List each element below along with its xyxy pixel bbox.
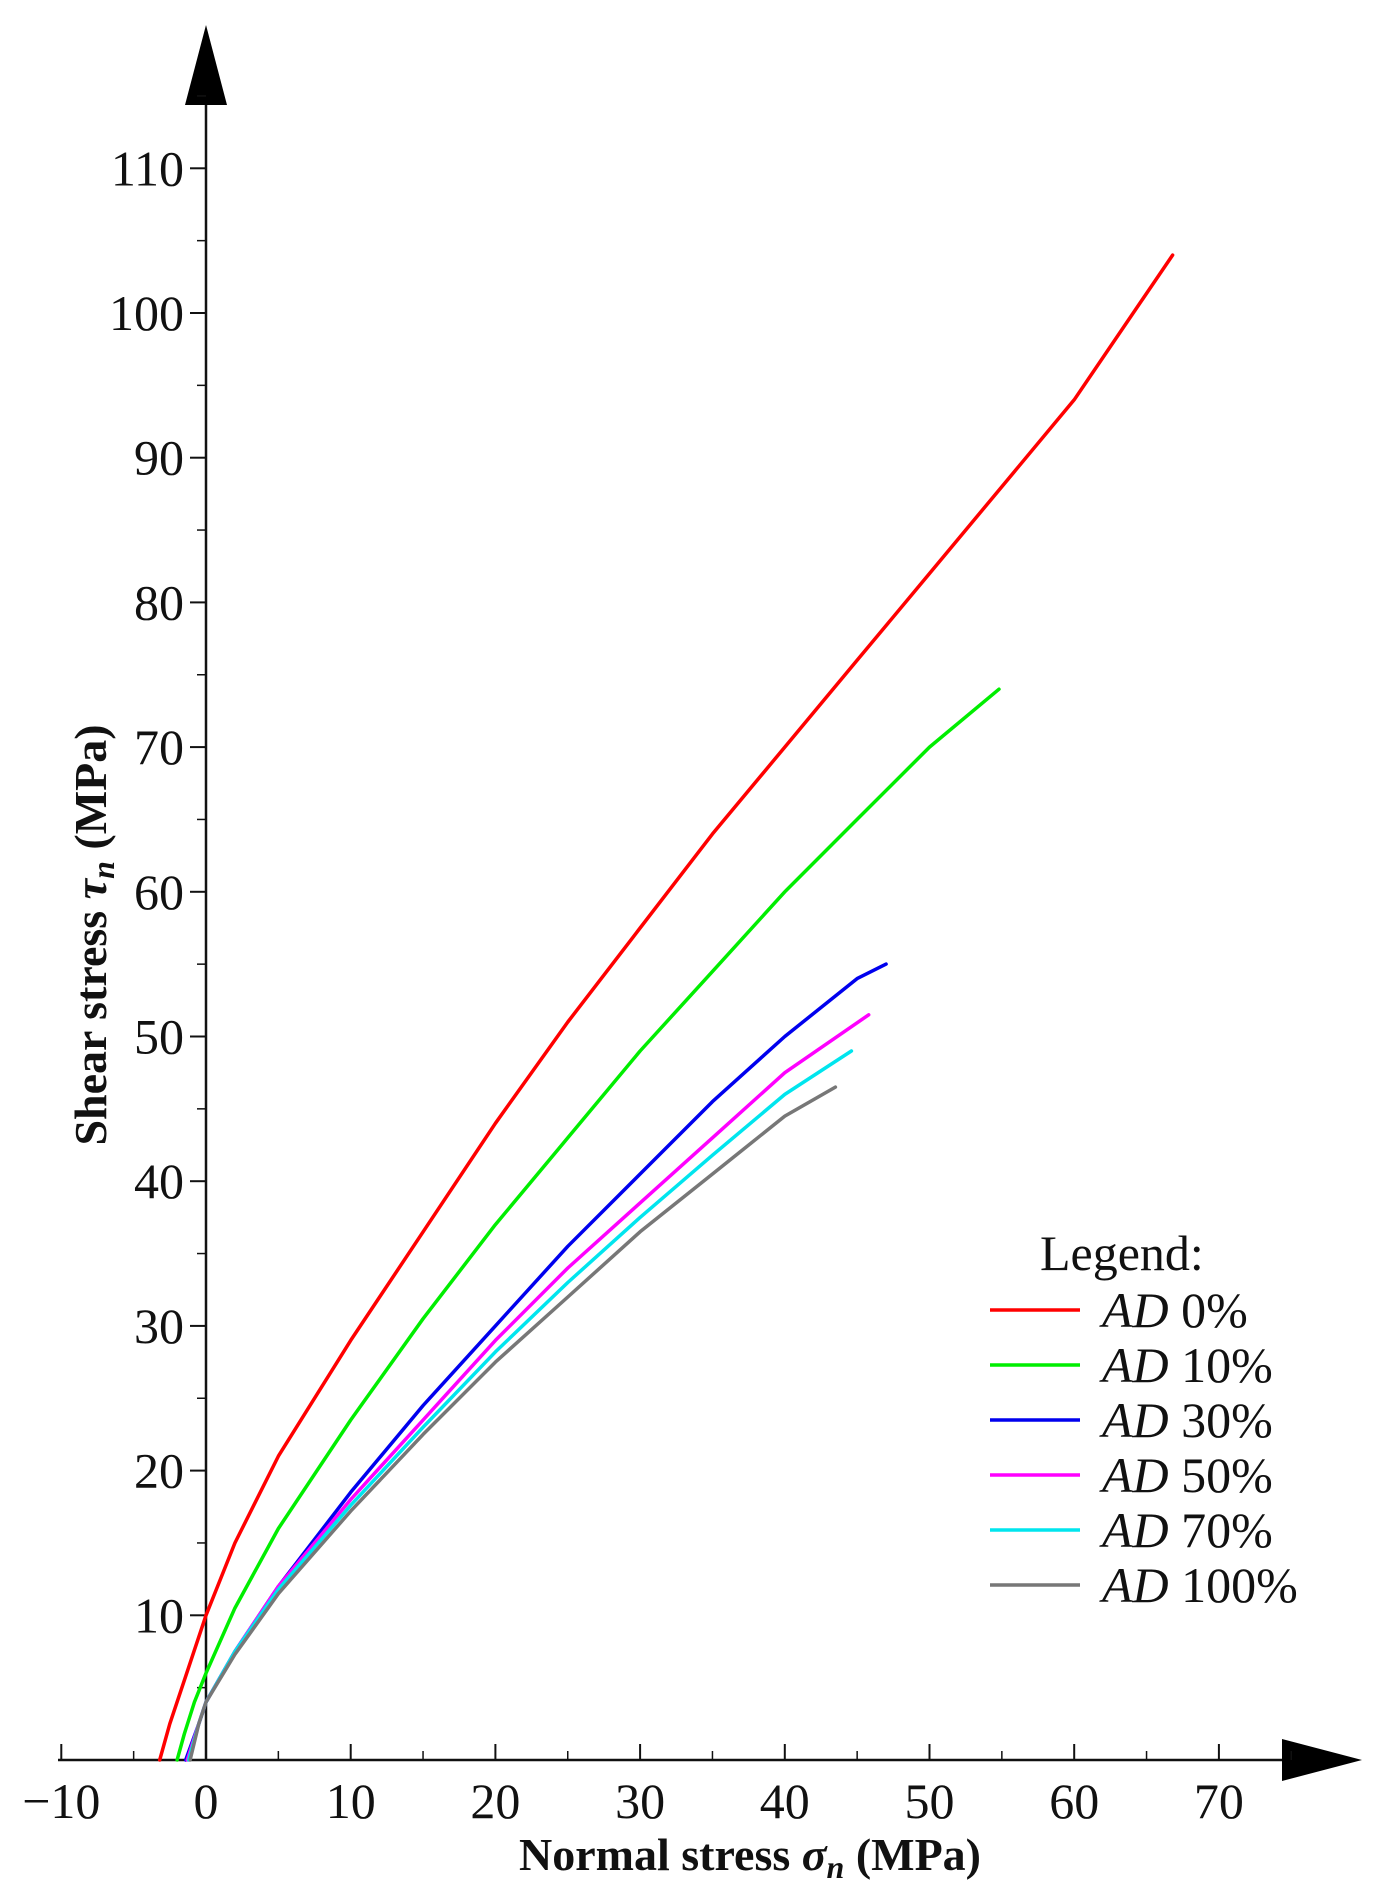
series-line-30pct bbox=[183, 962, 888, 1762]
legend-prefix: AD bbox=[1099, 1447, 1169, 1503]
y-tick-label: 100 bbox=[109, 285, 184, 341]
x-tick-label: 70 bbox=[1194, 1773, 1244, 1829]
legend-prefix: AD bbox=[1099, 1557, 1169, 1613]
legend-label: AD 100% bbox=[1099, 1557, 1298, 1613]
y-tick-label: 110 bbox=[111, 140, 184, 196]
legend-label: AD 10% bbox=[1099, 1337, 1273, 1393]
y-axis-title: Shear stress τn (MPa) bbox=[65, 724, 121, 1145]
x-axis bbox=[58, 1739, 1362, 1781]
legend-item: AD 30% bbox=[990, 1392, 1273, 1448]
legend: Legend: AD 0%AD 10%AD 30%AD 50%AD 70%AD … bbox=[990, 1225, 1298, 1613]
legend-item: AD 10% bbox=[990, 1337, 1273, 1393]
legend-label: AD 30% bbox=[1099, 1392, 1273, 1448]
series-line-100pct bbox=[188, 1085, 838, 1762]
legend-label: AD 50% bbox=[1099, 1447, 1273, 1503]
y-tick-label: 20 bbox=[134, 1443, 184, 1499]
x-tick-label: −10 bbox=[22, 1773, 100, 1829]
series-line-50pct bbox=[185, 1013, 871, 1762]
y-tick-label: 70 bbox=[134, 719, 184, 775]
y-tick-label: 10 bbox=[134, 1587, 184, 1643]
legend-name: 70% bbox=[1181, 1502, 1273, 1558]
x-tick-label: 0 bbox=[194, 1773, 219, 1829]
y-tick-label: 50 bbox=[134, 1009, 184, 1065]
y-tick-label: 30 bbox=[134, 1298, 184, 1354]
x-tick-label: 30 bbox=[615, 1773, 665, 1829]
y-tick-label: 40 bbox=[134, 1153, 184, 1209]
legend-name: 50% bbox=[1181, 1447, 1273, 1503]
y-ticks: 10 20 30 40 50 60 70 80 90 100 110 bbox=[109, 95, 206, 1689]
legend-name: 100% bbox=[1181, 1557, 1298, 1613]
legend-name: 30% bbox=[1181, 1392, 1273, 1448]
legend-prefix: AD bbox=[1099, 1392, 1169, 1448]
legend-item: AD 0% bbox=[990, 1282, 1248, 1338]
series-line-0pct bbox=[157, 253, 1175, 1762]
series-line-70pct bbox=[186, 1049, 854, 1762]
x-axis-title: Normal stress σn (MPa) bbox=[519, 1829, 981, 1885]
x-tick-label: 40 bbox=[760, 1773, 810, 1829]
legend-item: AD 50% bbox=[990, 1447, 1273, 1503]
series-lines bbox=[157, 253, 1175, 1762]
y-axis-arrow-icon bbox=[185, 25, 227, 105]
y-tick-label: 90 bbox=[134, 430, 184, 486]
legend-label: AD 0% bbox=[1099, 1282, 1248, 1338]
legend-name: 10% bbox=[1181, 1337, 1273, 1393]
x-ticks: −10 0 10 20 30 40 50 60 70 bbox=[22, 1744, 1292, 1829]
x-tick-label: 60 bbox=[1049, 1773, 1099, 1829]
x-tick-label: 10 bbox=[326, 1773, 376, 1829]
legend-title: Legend: bbox=[1040, 1225, 1204, 1281]
legend-name: 0% bbox=[1181, 1282, 1248, 1338]
y-tick-label: 80 bbox=[134, 574, 184, 630]
y-axis bbox=[185, 25, 227, 1760]
x-tick-label: 20 bbox=[470, 1773, 520, 1829]
legend-item: AD 100% bbox=[990, 1557, 1298, 1613]
x-axis-arrow-icon bbox=[1282, 1739, 1362, 1781]
series-line-10pct bbox=[175, 687, 1001, 1762]
legend-prefix: AD bbox=[1099, 1502, 1169, 1558]
legend-prefix: AD bbox=[1099, 1337, 1169, 1393]
legend-label: AD 70% bbox=[1099, 1502, 1273, 1558]
y-tick-label: 60 bbox=[134, 864, 184, 920]
legend-item: AD 70% bbox=[990, 1502, 1273, 1558]
x-tick-label: 50 bbox=[905, 1773, 955, 1829]
legend-prefix: AD bbox=[1099, 1282, 1169, 1338]
